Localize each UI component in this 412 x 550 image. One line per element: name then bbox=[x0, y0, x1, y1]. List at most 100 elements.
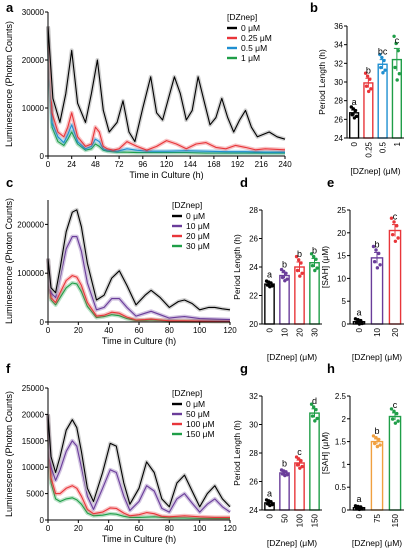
y-axis-label: [SAH] (μM) bbox=[320, 246, 330, 288]
x-tick-label: 1 bbox=[393, 141, 402, 146]
x-tick-label: 40 bbox=[104, 524, 113, 533]
y-axis-label: Period Length (h) bbox=[232, 420, 242, 486]
series-line-0 bbox=[47, 26, 286, 143]
panel-letter-c: c bbox=[6, 175, 13, 190]
x-axis-label: [DZnep] (μM) bbox=[267, 352, 317, 362]
significance-letter: b bbox=[282, 260, 287, 270]
data-point bbox=[390, 417, 395, 421]
y-axis-label: [SAH] (μM) bbox=[320, 432, 330, 474]
y-tick-label: 36 bbox=[334, 22, 343, 31]
data-point bbox=[295, 268, 300, 273]
bar-2 bbox=[377, 63, 388, 139]
y-tick-label: 5 bbox=[342, 297, 347, 306]
data-point bbox=[353, 317, 358, 321]
data-point bbox=[393, 421, 398, 425]
data-point bbox=[354, 114, 359, 119]
y-axis-label: Luminescence (Photon Counts) bbox=[4, 198, 14, 324]
data-point bbox=[310, 414, 315, 418]
data-point bbox=[396, 419, 400, 423]
x-tick-label: 96 bbox=[138, 160, 147, 169]
x-tick-label: 0 bbox=[355, 327, 364, 332]
data-point bbox=[375, 444, 380, 449]
data-point bbox=[372, 441, 377, 446]
x-tick-label: 120 bbox=[160, 160, 174, 169]
data-point bbox=[298, 274, 302, 278]
data-point bbox=[264, 498, 269, 502]
y-tick-label: 10000 bbox=[22, 104, 45, 113]
significance-letter: b bbox=[366, 65, 371, 75]
data-point bbox=[314, 257, 318, 262]
y-tick-label: 30 bbox=[249, 421, 258, 430]
y-tick-label: 24 bbox=[334, 134, 343, 143]
data-point bbox=[382, 58, 386, 63]
legend-entry: 0 μM bbox=[186, 211, 205, 221]
y-tick-label: 28 bbox=[249, 449, 258, 458]
legend-title: [DZnep] bbox=[172, 388, 202, 398]
data-point bbox=[309, 252, 314, 256]
y-tick-label: 0.5 bbox=[335, 483, 347, 492]
panel-letter-e: e bbox=[327, 175, 334, 190]
legend-entry: 100 μM bbox=[186, 419, 215, 429]
data-point bbox=[377, 437, 381, 442]
panel-letter-b: b bbox=[310, 0, 318, 15]
x-tick-label: 60 bbox=[135, 326, 144, 335]
x-tick-label: 0 bbox=[350, 141, 359, 146]
x-tick-label: 100 bbox=[296, 513, 305, 527]
data-point bbox=[356, 504, 360, 509]
data-point bbox=[374, 435, 378, 440]
x-tick-label: 24 bbox=[67, 160, 76, 169]
x-tick-label: 10 bbox=[373, 327, 382, 336]
data-point bbox=[284, 271, 288, 275]
bar-2 bbox=[294, 462, 305, 511]
panel-letter-d: d bbox=[240, 175, 248, 190]
data-point bbox=[314, 407, 318, 412]
y-tick-label: 15000 bbox=[22, 437, 45, 446]
data-point bbox=[395, 224, 399, 228]
x-tick-label: 60 bbox=[135, 524, 144, 533]
x-tick-label: 0.5 bbox=[379, 141, 388, 153]
data-point bbox=[264, 279, 269, 283]
data-point bbox=[364, 84, 369, 88]
data-point bbox=[311, 405, 316, 409]
x-tick-label: 144 bbox=[184, 160, 198, 169]
x-axis-label: [DZnep] (μM) bbox=[352, 538, 402, 548]
significance-letter: b bbox=[312, 245, 317, 255]
data-point bbox=[377, 251, 381, 256]
data-point bbox=[378, 52, 382, 57]
bar-2 bbox=[388, 229, 402, 325]
y-tick-label: 20000 bbox=[22, 410, 45, 419]
panel-letter-g: g bbox=[240, 361, 248, 376]
y-tick-label: 24 bbox=[249, 263, 258, 272]
y-tick-label: 100000 bbox=[17, 269, 44, 278]
x-tick-label: 0 bbox=[355, 513, 364, 518]
data-point bbox=[378, 263, 382, 267]
y-tick-label: 26 bbox=[249, 235, 258, 244]
y-axis-label: Period Length (h) bbox=[317, 49, 327, 115]
data-point bbox=[299, 458, 303, 463]
data-point bbox=[366, 89, 371, 94]
data-point bbox=[392, 34, 396, 39]
panel-letter-h: h bbox=[327, 361, 335, 376]
y-tick-label: 26 bbox=[334, 115, 343, 124]
x-tick-label: 80 bbox=[165, 524, 174, 533]
y-tick-label: 30 bbox=[334, 78, 343, 87]
series-line-3 bbox=[47, 26, 285, 154]
y-tick-label: 25 bbox=[337, 206, 346, 215]
x-axis-label: [DZnep] (μM) bbox=[267, 538, 317, 548]
data-point bbox=[270, 284, 274, 288]
significance-letter: b bbox=[374, 426, 379, 436]
y-tick-label: 1.5 bbox=[335, 438, 347, 447]
series-line-2 bbox=[47, 26, 285, 153]
y-axis-label: Period Length (h) bbox=[232, 234, 242, 300]
data-point bbox=[379, 65, 383, 70]
x-tick-label: 0 bbox=[266, 513, 275, 518]
data-point bbox=[296, 258, 301, 262]
series-line-1 bbox=[47, 414, 231, 513]
series-line-3 bbox=[47, 258, 231, 323]
y-tick-label: 0 bbox=[342, 506, 347, 515]
x-tick-label: 100 bbox=[193, 326, 207, 335]
legend-title: [DZnep] bbox=[227, 12, 257, 22]
x-tick-label: 120 bbox=[223, 326, 237, 335]
series-band-3 bbox=[46, 258, 231, 324]
